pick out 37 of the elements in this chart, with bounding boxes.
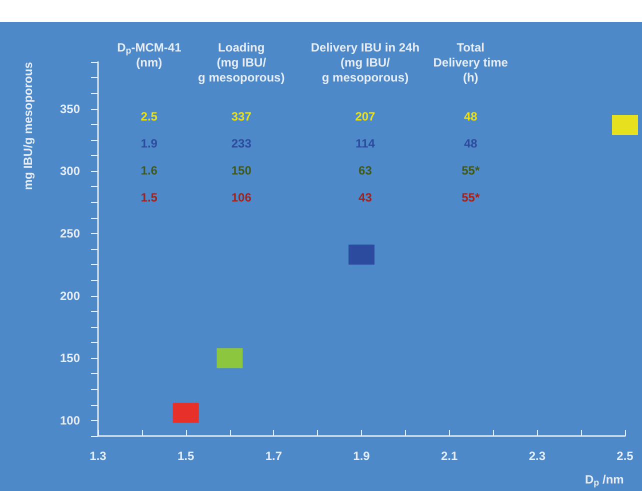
annotation: 1.6 bbox=[140, 164, 158, 178]
point bbox=[612, 114, 638, 135]
annotation: 43 bbox=[358, 190, 372, 204]
annotation: 150 bbox=[231, 164, 252, 178]
y-axis-title: mg IBU/g mesoporous bbox=[21, 62, 35, 190]
point bbox=[172, 402, 199, 423]
annotation: 2.5 bbox=[140, 110, 158, 124]
x-tick-label: 2.5 bbox=[616, 449, 634, 463]
annotation: 48 bbox=[464, 136, 478, 150]
y-tick-label: 200 bbox=[60, 288, 80, 303]
annotation: 207 bbox=[355, 110, 376, 124]
annotation: 1.5 bbox=[140, 190, 158, 204]
annotation: 106 bbox=[231, 190, 252, 204]
annotation: Total Delivery time (h) bbox=[433, 40, 508, 84]
y-tick-label: 150 bbox=[60, 351, 80, 366]
x-tick-label: 1.7 bbox=[265, 449, 282, 463]
annotation: 48 bbox=[464, 110, 478, 124]
y-tick-label: 300 bbox=[60, 164, 80, 178]
annotation: 233 bbox=[231, 136, 252, 150]
annotation: 337 bbox=[231, 110, 252, 124]
point bbox=[348, 244, 374, 265]
annotation: 63 bbox=[358, 164, 372, 178]
annotation: 55* bbox=[462, 190, 480, 204]
annotation: 1.9 bbox=[140, 136, 158, 150]
annotation: Delivery IBU in 24h (mg IBU/ g mesoporous) bbox=[310, 40, 420, 84]
annotation: 114 bbox=[356, 136, 376, 150]
y-tick-label: 350 bbox=[60, 102, 80, 116]
x-tick-label: 1.3 bbox=[90, 449, 107, 463]
annotation: 55* bbox=[462, 164, 480, 178]
x-tick-label: 2.1 bbox=[440, 449, 458, 463]
y-tick-label: 100 bbox=[60, 413, 80, 428]
x-tick-label: 2.3 bbox=[528, 449, 546, 463]
x-tick-label: 1.9 bbox=[353, 449, 370, 463]
x-tick-label: 1.5 bbox=[177, 449, 194, 463]
point bbox=[216, 348, 243, 368]
annotation: Loading (mg IBU/ g mesoporous) bbox=[198, 40, 285, 84]
y-tick-label: 250 bbox=[60, 226, 80, 240]
